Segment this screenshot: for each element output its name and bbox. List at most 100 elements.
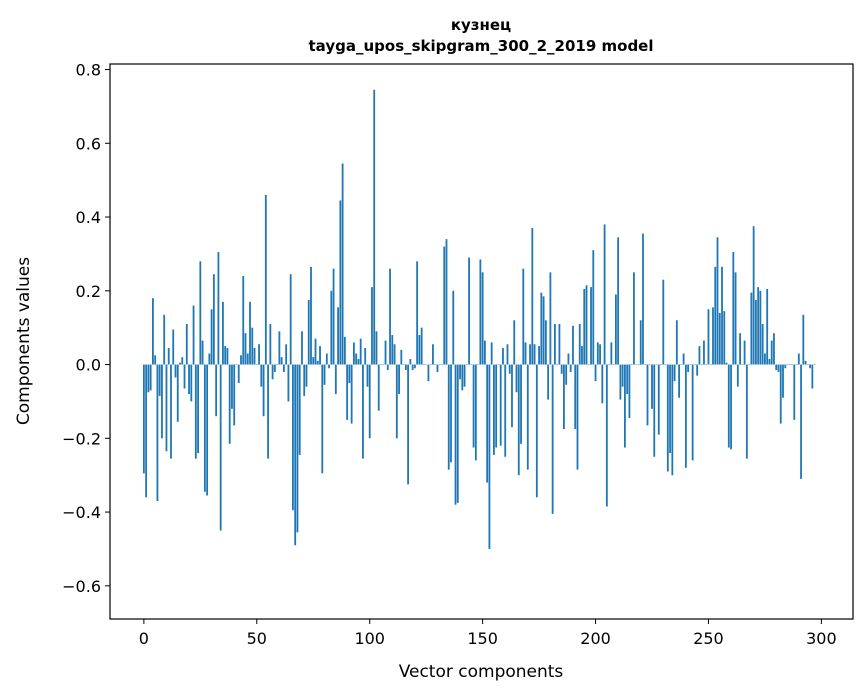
bar xyxy=(806,364,809,366)
bar xyxy=(201,340,204,365)
bar xyxy=(544,320,547,365)
bar xyxy=(389,268,391,365)
bar xyxy=(167,347,170,365)
bar xyxy=(332,268,335,365)
bar xyxy=(377,364,380,411)
bar xyxy=(456,364,459,503)
bar xyxy=(292,364,294,511)
bar xyxy=(526,364,529,470)
bar xyxy=(642,233,644,365)
bar xyxy=(339,200,342,365)
bar xyxy=(712,307,714,365)
bar xyxy=(791,364,793,366)
bar xyxy=(481,272,484,365)
bar xyxy=(779,364,782,424)
bar xyxy=(680,364,683,366)
bar xyxy=(262,364,265,417)
bar xyxy=(628,364,631,419)
bar xyxy=(359,338,362,365)
bar xyxy=(764,353,766,365)
bar xyxy=(739,333,741,365)
bar xyxy=(235,364,238,366)
bar xyxy=(572,325,574,365)
bar xyxy=(560,364,563,374)
y-tick-label: −0.4 xyxy=(62,503,101,522)
bar xyxy=(610,342,613,365)
bar xyxy=(384,340,387,365)
bar xyxy=(269,323,272,365)
bar xyxy=(375,331,378,365)
bar xyxy=(732,252,735,365)
bar xyxy=(809,364,811,369)
bar xyxy=(682,353,685,365)
bar xyxy=(725,362,728,365)
bar xyxy=(490,342,493,365)
bar xyxy=(267,364,269,459)
y-axis-label: Components values xyxy=(14,257,34,425)
bar xyxy=(411,364,414,371)
bar xyxy=(170,364,172,459)
bar xyxy=(391,335,394,365)
bar xyxy=(310,266,312,365)
bar xyxy=(529,344,531,365)
bar xyxy=(303,364,306,396)
bar xyxy=(276,364,279,366)
bar xyxy=(237,364,240,383)
bar xyxy=(700,364,703,366)
bar xyxy=(206,364,209,496)
bar xyxy=(599,344,601,365)
bar xyxy=(592,250,595,365)
bar xyxy=(486,364,489,483)
bar xyxy=(425,364,428,366)
bar xyxy=(624,364,626,448)
bar xyxy=(538,346,540,365)
bar xyxy=(605,364,608,507)
bar xyxy=(601,364,604,404)
bar xyxy=(497,364,500,366)
bar xyxy=(655,364,658,366)
bar xyxy=(761,323,764,365)
bar xyxy=(402,364,405,366)
bar xyxy=(161,364,163,439)
bar xyxy=(382,364,385,366)
bar xyxy=(427,364,430,382)
bar xyxy=(784,364,787,369)
bar xyxy=(199,261,202,365)
bar xyxy=(770,340,773,365)
bar xyxy=(282,364,285,372)
x-tick-label: 250 xyxy=(693,629,724,648)
bar xyxy=(368,364,371,439)
bar xyxy=(468,257,470,365)
bar xyxy=(278,331,281,365)
bar xyxy=(353,342,355,365)
bar xyxy=(260,364,263,387)
bar xyxy=(617,237,620,365)
bar xyxy=(542,296,545,365)
bar xyxy=(145,364,148,498)
bar xyxy=(454,364,457,505)
bar xyxy=(452,290,455,365)
y-tick-label: 0.6 xyxy=(76,134,101,153)
y-tick-label: 0.0 xyxy=(76,356,101,375)
bar xyxy=(678,364,681,398)
bar xyxy=(253,347,256,365)
bar xyxy=(321,364,324,474)
bar xyxy=(181,357,184,365)
bar xyxy=(797,353,800,365)
bar xyxy=(698,346,701,365)
bar xyxy=(172,329,175,365)
bar xyxy=(407,364,410,485)
bar xyxy=(461,364,464,391)
bar xyxy=(745,364,748,459)
y-tick-label: 0.8 xyxy=(76,61,101,80)
bar xyxy=(630,364,633,366)
bar xyxy=(718,312,721,365)
bar xyxy=(350,364,353,424)
bar xyxy=(185,323,188,365)
bar xyxy=(316,360,319,365)
bar xyxy=(154,355,157,365)
bar xyxy=(639,320,642,365)
bar xyxy=(721,266,723,365)
bar xyxy=(445,239,448,365)
